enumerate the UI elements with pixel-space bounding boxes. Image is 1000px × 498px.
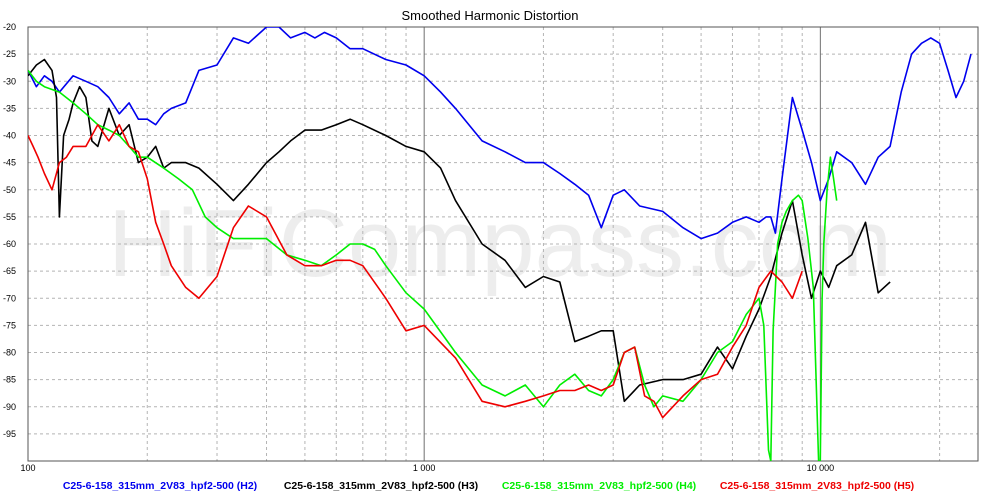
y-tick-label: -30 xyxy=(3,76,16,86)
y-tick-label: -90 xyxy=(3,402,16,412)
y-tick-label: -85 xyxy=(3,375,16,385)
y-tick-label: -65 xyxy=(3,266,16,276)
x-tick-label: 1 000 xyxy=(413,463,436,473)
y-tick-label: -35 xyxy=(3,103,16,113)
legend-entry-h4: C25-6-158_315mm_2V83_hpf2-500 (H4) xyxy=(502,480,696,492)
legend: C25-6-158_315mm_2V83_hpf2-500 (H2) C25-6-… xyxy=(63,480,914,492)
y-tick-label: -55 xyxy=(3,212,16,222)
series-line-h5 xyxy=(28,123,803,419)
legend-entry-h5: C25-6-158_315mm_2V83_hpf2-500 (H5) xyxy=(720,480,914,492)
series-layer xyxy=(28,27,972,461)
y-tick-label: -75 xyxy=(3,320,16,330)
series-line-h3 xyxy=(28,58,891,403)
tick-labels: -20 -25 -30 -35 -40 -45 -50 -55 -60 -65 -70 -75 -80 -… xyxy=(3,22,834,473)
y-tick-label: -20 xyxy=(3,22,16,32)
x-tick-label: 100 xyxy=(20,463,35,473)
y-tick-label: -70 xyxy=(3,293,16,303)
series-line-h2 xyxy=(28,27,972,240)
y-tick-label: -95 xyxy=(3,429,16,439)
y-tick-label: -60 xyxy=(3,239,16,249)
y-tick-label: -45 xyxy=(3,158,16,168)
legend-entry-h3: C25-6-158_315mm_2V83_hpf2-500 (H3) xyxy=(284,480,478,492)
x-tick-label: 10 000 xyxy=(807,463,835,473)
y-tick-label: -80 xyxy=(3,348,16,358)
legend-entry-h2: C25-6-158_315mm_2V83_hpf2-500 (H2) xyxy=(63,480,257,492)
y-tick-label: -50 xyxy=(3,185,16,195)
grid xyxy=(28,27,978,461)
chart-title: Smoothed Harmonic Distortion xyxy=(401,8,578,23)
y-tick-label: -40 xyxy=(3,131,16,141)
y-tick-label: -25 xyxy=(3,49,16,59)
series-line-h4 xyxy=(28,69,838,461)
plot-frame xyxy=(27,26,979,462)
